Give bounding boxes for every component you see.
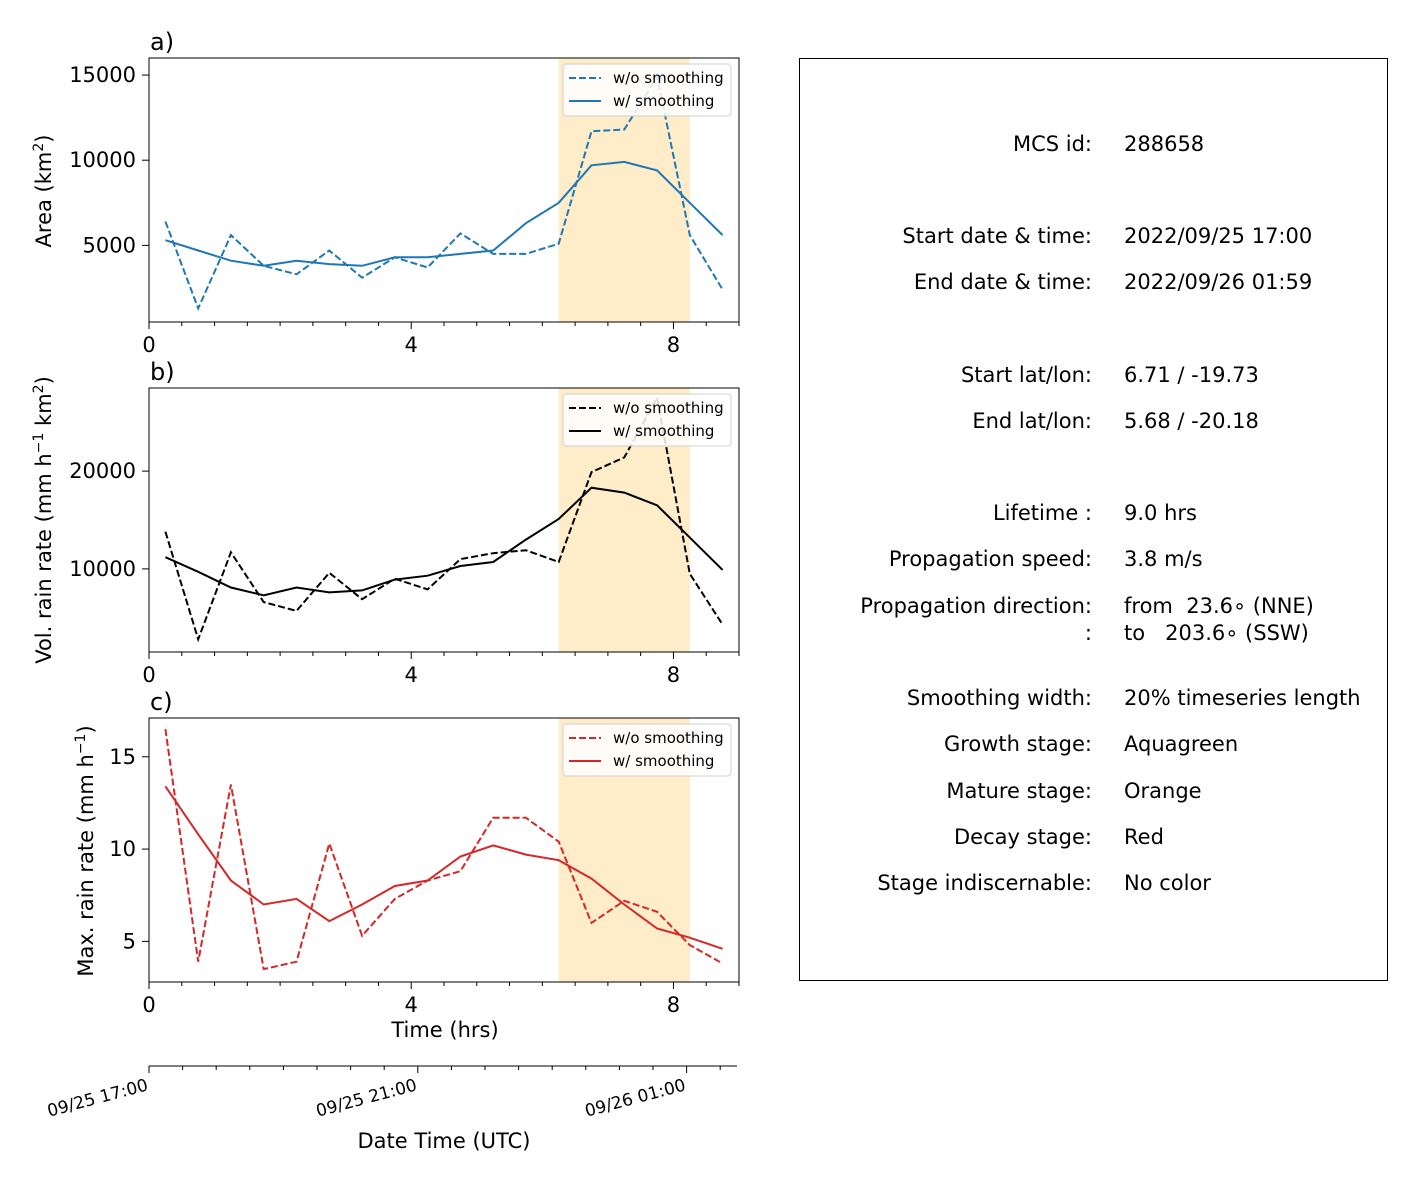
info-value: 2022/09/26 01:59 (1124, 270, 1313, 294)
panel-a-legend: w/o smoothing w/ smoothing (562, 63, 732, 117)
y-tick-label: 10000 (69, 148, 136, 172)
legend-label-with-smoothing: w/ smoothing (613, 92, 714, 110)
x-axis-label: Time (hrs) (390, 1018, 498, 1042)
x-tick-label: 4 (405, 663, 418, 687)
info-label: Mature stage: (946, 779, 1092, 803)
info-value: 288658 (1124, 132, 1205, 156)
panel-a-area: 0 4 8 5000 10000 15000 a) Area (km2) w/o smoo… (31, 28, 740, 357)
series-line-without-smoothing (164, 74, 724, 312)
info-label: Lifetime : (992, 501, 1092, 525)
info-value: Red (1124, 825, 1164, 849)
x-tick-label: 8 (667, 993, 680, 1017)
y-tick-label: 10000 (69, 557, 136, 581)
info-value: 5.68 / -20.18 (1124, 409, 1259, 433)
info-label: Decay stage: (954, 825, 1092, 849)
legend-label-without-smoothing: w/o smoothing (613, 729, 724, 747)
info-label: MCS id: (1012, 132, 1092, 156)
y-tick-label: 20000 (69, 459, 136, 483)
series-line-without-smoothing (164, 728, 724, 971)
info-value: 3.8 m/s (1124, 547, 1203, 571)
datetime-tick-label: 09/26 01:00 (583, 1076, 688, 1122)
info-value: Orange (1124, 779, 1202, 803)
x-tick-label: 0 (142, 333, 155, 357)
info-value: 6.71 / -19.73 (1124, 363, 1259, 387)
info-label: Propagation direction: (860, 594, 1092, 618)
series-line-with-smoothing (164, 785, 723, 950)
legend-label-with-smoothing: w/ smoothing (613, 752, 714, 770)
y-tick-label: 5000 (83, 233, 136, 257)
info-value: No color (1124, 871, 1211, 895)
panel-c-ylabel: Max. rain rate (mm h−1) (73, 725, 98, 976)
y-tick-label: 15 (109, 745, 136, 769)
datetime-axis: 09/25 17:00 09/25 21:00 09/26 01:00 Date T… (45, 1065, 737, 1153)
series-line-with-smoothing (165, 160, 724, 267)
panel-b-legend: w/o smoothing w/ smoothing (562, 393, 732, 447)
info-label: Propagation speed: (888, 547, 1092, 571)
info-label: Growth stage: (943, 732, 1092, 756)
info-label: Start lat/lon: (960, 363, 1092, 387)
y-tick-label: 15000 (69, 63, 136, 87)
info-value: 9.0 hrs (1124, 501, 1197, 525)
y-tick-label: 10 (109, 837, 136, 861)
x-tick-label: 0 (142, 663, 155, 687)
panel-c-legend: w/o smoothing w/ smoothing (562, 723, 732, 777)
x-tick-label: 8 (667, 333, 680, 357)
legend-label-without-smoothing: w/o smoothing (613, 69, 724, 87)
info-value: Aquagreen (1124, 732, 1239, 756)
panel-a-letter: a) (150, 28, 174, 56)
info-value: from 23.6∘ (NNE) (1124, 594, 1314, 618)
mcs-info-panel: MCS id: 288658 Start date & time: 2022/09/2… (799, 58, 1388, 981)
info-value: to 203.6∘ (SSW) (1124, 621, 1309, 645)
panel-a-ylabel: Area (km2) (31, 135, 56, 248)
panel-c-letter: c) (150, 688, 173, 716)
legend-label-with-smoothing: w/ smoothing (613, 422, 714, 440)
datetime-axis-label: Date Time (UTC) (358, 1129, 531, 1153)
info-label: Start date & time: (902, 224, 1092, 248)
x-tick-label: 4 (405, 333, 418, 357)
info-label: Smoothing width: (906, 686, 1092, 710)
panel-c-max-rain-rate: 0 4 8 5 10 15 c) Max. rain rate (mm h−1) w/o … (73, 688, 740, 1042)
panel-b-ylabel: Vol. rain rate (mm h−1 km2) (31, 376, 56, 664)
info-label: End lat/lon: (972, 409, 1092, 433)
series-line-with-smoothing (164, 486, 724, 597)
datetime-tick-label: 09/25 17:00 (45, 1076, 150, 1122)
x-tick-label: 0 (142, 993, 155, 1017)
info-label: : (1084, 621, 1092, 645)
y-tick-label: 5 (123, 929, 136, 953)
x-tick-label: 8 (667, 663, 680, 687)
x-tick-label: 4 (405, 993, 418, 1017)
panel-b-letter: b) (150, 358, 175, 386)
datetime-tick-label: 09/25 21:00 (314, 1076, 419, 1122)
legend-label-without-smoothing: w/o smoothing (613, 399, 724, 417)
info-value: 2022/09/25 17:00 (1124, 224, 1313, 248)
panel-b-vol-rain-rate: 0 4 8 10000 20000 b) Vol. rain rate (mm h−1 … (31, 358, 740, 687)
info-label: Stage indiscernable: (877, 871, 1092, 895)
info-value: 20% timeseries length (1124, 686, 1361, 710)
info-label: End date & time: (913, 270, 1092, 294)
